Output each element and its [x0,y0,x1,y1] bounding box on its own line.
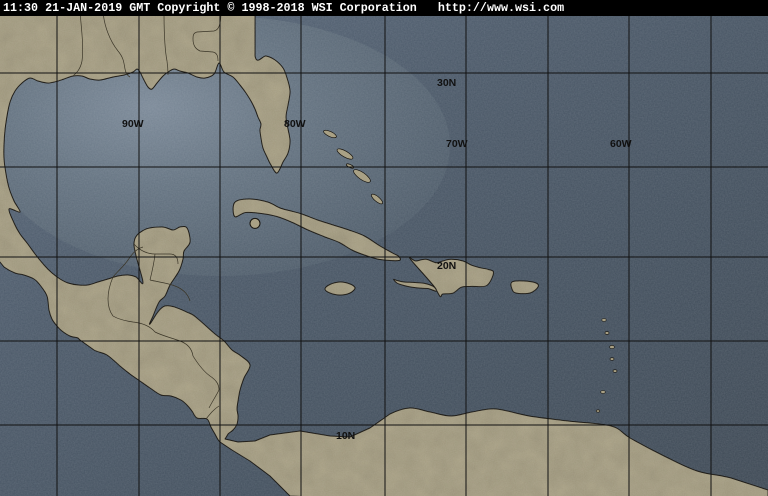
svg-text:90W: 90W [122,118,144,130]
svg-text:80W: 80W [284,118,306,130]
svg-text:30N: 30N [437,77,456,89]
svg-text:10N: 10N [336,430,355,442]
svg-text:70W: 70W [446,138,468,150]
svg-text:60W: 60W [610,138,632,150]
svg-text:20N: 20N [437,260,456,272]
